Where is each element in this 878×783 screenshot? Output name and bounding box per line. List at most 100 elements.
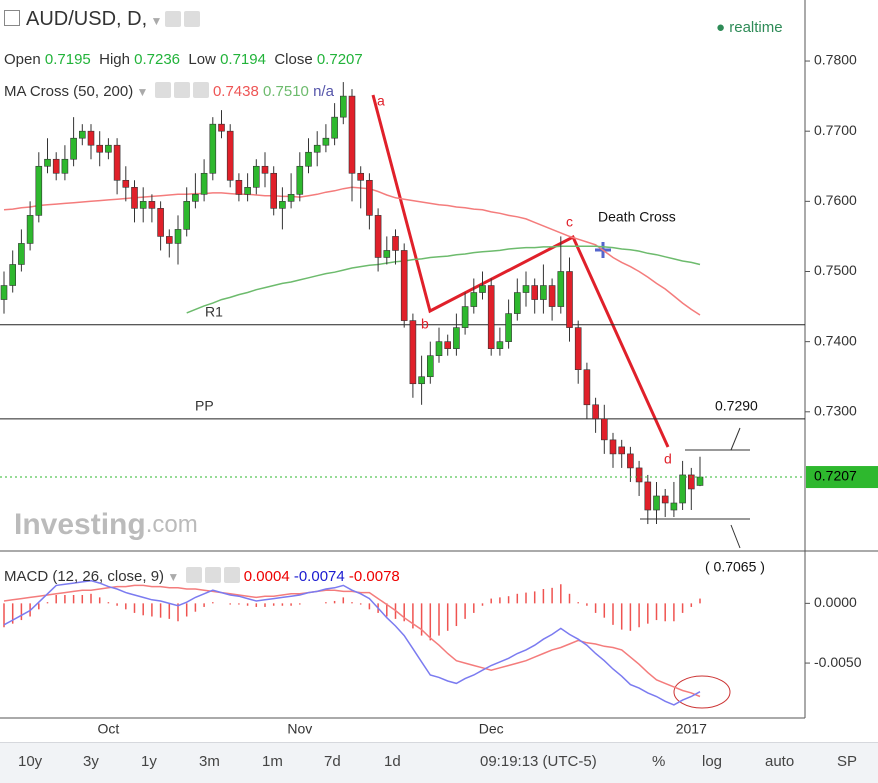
histogram-bar	[368, 603, 371, 610]
histogram-bar	[11, 603, 14, 624]
range-button[interactable]: 7d	[324, 753, 341, 770]
candle-body	[366, 179, 373, 216]
candle-body	[235, 179, 243, 195]
candle-body	[426, 355, 434, 378]
histogram-bar	[455, 603, 458, 627]
price-badge	[806, 466, 878, 489]
histogram-bar	[412, 603, 414, 629]
candle-body	[270, 172, 278, 209]
range-button[interactable]: 1y	[141, 753, 157, 770]
range-button[interactable]: 10y	[18, 753, 43, 770]
candle-body	[653, 495, 660, 511]
histogram-bar	[133, 603, 136, 613]
histogram-bar	[542, 589, 545, 604]
range-button[interactable]: 3m	[199, 753, 220, 770]
histogram-bar	[351, 602, 353, 604]
option-button[interactable]: SP	[837, 753, 858, 770]
histogram-bar	[507, 596, 510, 604]
signal-line	[3, 584, 701, 698]
y-tick-label: -0.0050	[814, 654, 862, 670]
candle-body	[357, 172, 365, 181]
candle-body	[444, 341, 452, 349]
annotation: d	[664, 451, 672, 467]
candle-body	[522, 285, 530, 293]
candle-body	[409, 320, 417, 385]
histogram-bar	[516, 593, 519, 604]
candle-body	[339, 95, 347, 118]
histogram-bar	[72, 594, 75, 604]
range-button[interactable]: 3y	[83, 753, 99, 770]
x-tick-label: Nov	[287, 721, 312, 737]
y-tick-label: 0.7600	[814, 192, 857, 208]
histogram-bar	[403, 603, 405, 622]
candle-body	[305, 151, 312, 167]
histogram-bar	[107, 602, 110, 604]
candle-body	[600, 418, 608, 441]
candle-body	[348, 95, 356, 174]
candle-body	[296, 165, 304, 195]
candle-body	[244, 187, 251, 195]
histogram-bar	[90, 593, 92, 604]
candle-body	[548, 285, 556, 307]
candle-body	[670, 502, 678, 511]
histogram-bar	[46, 602, 49, 604]
histogram-bar	[325, 602, 327, 604]
candle-body	[644, 481, 652, 511]
candle-body	[505, 313, 512, 342]
candle-body	[496, 341, 504, 349]
highlight-ellipse	[673, 675, 731, 709]
histogram-bar	[560, 584, 562, 604]
option-button[interactable]: log	[702, 753, 723, 770]
histogram-bar	[699, 598, 701, 604]
candle-body	[105, 144, 112, 153]
histogram-bar	[681, 603, 684, 613]
candle-body	[687, 474, 695, 490]
candle-body	[479, 285, 486, 293]
range-button[interactable]: 1d	[384, 753, 401, 770]
macd-line	[3, 579, 701, 706]
annotation: ( 0.7065 )	[705, 559, 765, 575]
option-button[interactable]: auto	[765, 753, 795, 770]
histogram-bar	[299, 603, 301, 605]
annotation: Death Cross	[598, 209, 676, 225]
candle-body	[635, 467, 643, 483]
price-axis	[805, 0, 878, 742]
y-tick-label: 0.7800	[814, 52, 857, 68]
annotation: 0.7290	[715, 398, 758, 414]
option-button[interactable]: %	[652, 753, 666, 770]
histogram-bar	[594, 603, 597, 613]
candle-body	[261, 165, 269, 174]
candle-body	[113, 144, 121, 181]
candle-body	[592, 404, 599, 420]
histogram-bar	[159, 603, 162, 618]
candle-body	[453, 327, 460, 349]
candle-body	[79, 130, 86, 139]
candle-body	[26, 215, 34, 244]
level-label: R1	[205, 304, 223, 320]
histogram-bar	[647, 603, 649, 624]
candle-body	[435, 341, 443, 356]
watermark-suffix: .com	[146, 511, 198, 538]
candle-body	[166, 236, 173, 244]
histogram-bar	[603, 603, 606, 618]
histogram-bar	[473, 603, 475, 613]
histogram-bar	[229, 603, 231, 605]
histogram-bar	[3, 603, 5, 628]
x-tick-label: Oct	[98, 721, 120, 737]
candle-body	[609, 439, 617, 455]
candle-body	[0, 285, 8, 300]
histogram-bar	[629, 603, 632, 631]
candle-body	[374, 215, 382, 258]
candle-body	[139, 201, 147, 209]
histogram-bar	[612, 603, 614, 625]
candle-body	[618, 446, 626, 455]
histogram-bar	[438, 603, 440, 636]
range-button[interactable]: 1m	[262, 753, 283, 770]
histogram-bar	[359, 603, 362, 605]
histogram-bar	[142, 603, 144, 616]
histogram-bar	[264, 603, 266, 607]
histogram-bar	[690, 603, 693, 607]
histogram-bar	[638, 603, 640, 628]
clock: 09:19:13 (UTC-5)	[480, 753, 597, 770]
